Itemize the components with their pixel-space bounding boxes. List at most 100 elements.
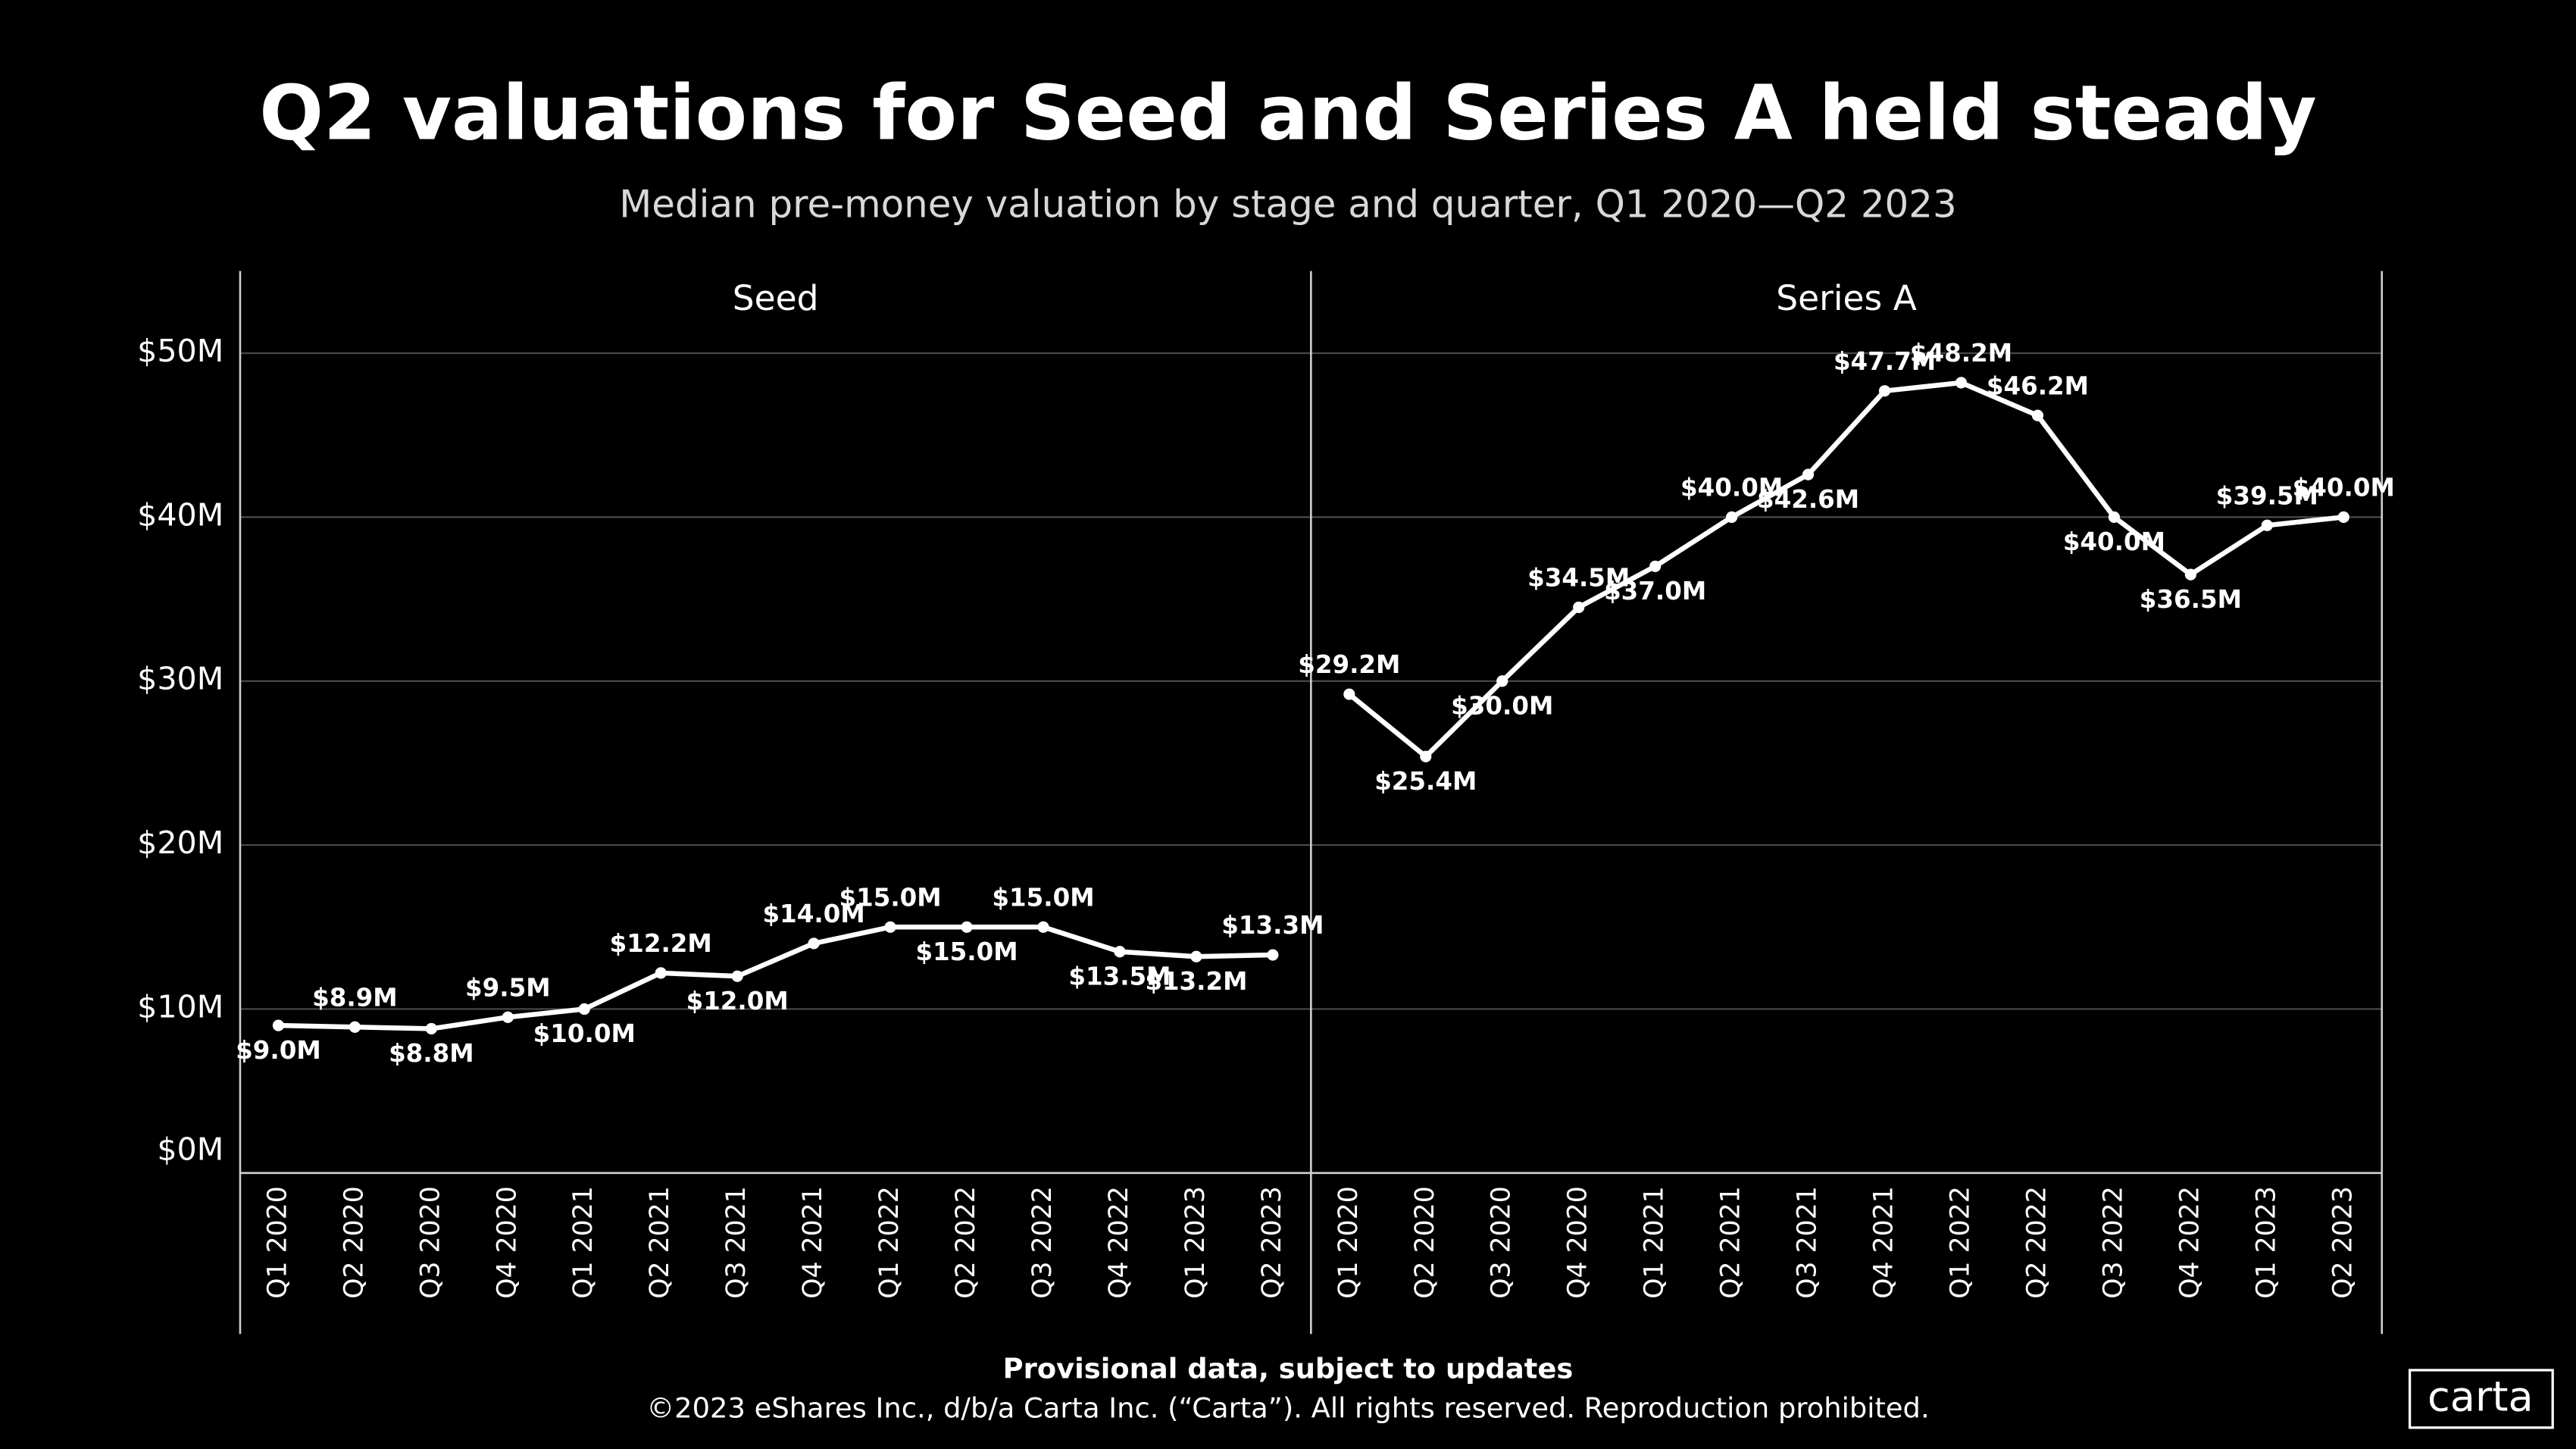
x-tick-label: Q4 2020 (492, 1186, 522, 1299)
data-point (1343, 688, 1355, 700)
data-point (1726, 511, 1738, 523)
data-point (1496, 675, 1508, 687)
y-tick-label: $50M (137, 333, 224, 369)
data-label: $37.0M (1604, 577, 1706, 606)
logo-box (2408, 1369, 2554, 1429)
data-label: $36.5M (2140, 585, 2242, 614)
data-point (1878, 385, 1891, 397)
x-tick-label: Q3 2022 (1027, 1186, 1058, 1299)
data-point (1420, 750, 1432, 762)
x-tick-label: Q1 2021 (568, 1186, 599, 1299)
x-tick-label: Q4 2022 (1104, 1186, 1134, 1299)
data-point (961, 921, 973, 933)
data-label: $39.5M (2216, 481, 2318, 510)
y-tick-label: $30M (137, 661, 224, 697)
data-label: $34.5M (1527, 564, 1630, 593)
series-line (278, 925, 1273, 1031)
data-point (2184, 568, 2196, 581)
data-point (578, 1003, 590, 1016)
data-point (2261, 519, 2273, 531)
footer-copyright: ©2023 eShares Inc., d/b/a Carta Inc. (“C… (646, 1391, 1929, 1424)
x-tick-label: Q2 2022 (2021, 1186, 2052, 1299)
data-label: $15.0M (915, 937, 1018, 966)
data-label: $12.2M (610, 929, 712, 958)
data-point (731, 970, 743, 982)
plot-area: $0M $10M $20M $30M $40M $50M Seed Q1 2020 Q2 202… (137, 271, 2395, 1335)
data-point (2337, 511, 2349, 523)
x-tick-label: Q2 2022 (951, 1186, 981, 1299)
data-label: $48.2M (1910, 339, 2012, 368)
data-label: $12.0M (686, 987, 789, 1016)
x-tick-label: Q1 2022 (874, 1186, 905, 1299)
y-tick-label: $40M (137, 496, 224, 533)
logo: carta (2428, 1373, 2534, 1421)
data-point (1267, 949, 1279, 961)
panel-title: Series A (1776, 278, 1917, 318)
data-point (349, 1021, 361, 1033)
data-point (425, 1022, 437, 1035)
data-label: $15.0M (839, 883, 942, 912)
data-label: $8.9M (312, 983, 398, 1012)
y-tick-label: $10M (137, 988, 224, 1025)
x-tick-label: Q4 2021 (1869, 1186, 1899, 1299)
data-point (1802, 468, 1815, 480)
data-label: $40.0M (2063, 527, 2165, 556)
data-label: $8.8M (389, 1039, 474, 1068)
data-label: $42.6M (1757, 485, 1859, 514)
data-label: $14.0M (763, 900, 865, 928)
data-label: $30.0M (1451, 691, 1553, 720)
x-tick-label: Q1 2023 (1180, 1186, 1211, 1299)
x-tick-label: Q3 2021 (1793, 1186, 1823, 1299)
data-label: $29.2M (1298, 650, 1400, 679)
data-point (1190, 950, 1202, 962)
data-point (2031, 409, 2044, 421)
x-tick-label: Q3 2022 (2098, 1186, 2128, 1299)
x-tick-label: Q1 2020 (1333, 1186, 1364, 1299)
data-point (655, 967, 667, 979)
data-point (808, 937, 820, 950)
x-tick-label: Q2 2023 (1257, 1186, 1287, 1299)
panel-title: Seed (733, 278, 819, 318)
data-label: $10.0M (533, 1019, 636, 1048)
y-tick-label: $0M (157, 1131, 224, 1168)
data-point (1955, 377, 1968, 389)
x-tick-label: Q1 2022 (1945, 1186, 1975, 1299)
x-tick-label: Q2 2021 (1716, 1186, 1746, 1299)
y-tick-label: $20M (137, 825, 224, 861)
data-label: $9.0M (236, 1036, 321, 1065)
footer-note: Provisional data, subject to updates (1003, 1352, 1574, 1385)
chart-title: Q2 valuations for Seed and Series A held… (259, 68, 2317, 157)
x-tick-label: Q1 2023 (2251, 1186, 2281, 1299)
x-tick-label: Q3 2021 (721, 1186, 752, 1299)
data-point (1037, 921, 1049, 933)
x-tick-label: Q2 2023 (2327, 1186, 2358, 1299)
x-tick-label: Q2 2020 (1410, 1186, 1440, 1299)
data-point (1649, 560, 1662, 572)
x-tick-label: Q3 2020 (1487, 1186, 1517, 1299)
x-tick-label: Q2 2020 (339, 1186, 369, 1299)
x-tick-label: Q3 2020 (415, 1186, 445, 1299)
data-point (2108, 511, 2120, 523)
series-line (1347, 380, 2344, 759)
data-label: $46.2M (1987, 371, 2089, 400)
x-tick-label: Q4 2021 (798, 1186, 828, 1299)
data-point (272, 1019, 285, 1031)
x-tick-label: Q1 2020 (262, 1186, 292, 1299)
data-label: $15.0M (992, 883, 1094, 912)
data-label: $40.0M (2293, 474, 2395, 502)
x-tick-label: Q4 2020 (1563, 1186, 1593, 1299)
data-label: $40.0M (1680, 474, 1783, 502)
data-point (884, 921, 896, 933)
data-point (1114, 946, 1126, 958)
data-label: $13.5M (1068, 962, 1171, 991)
data-label: $13.3M (1221, 911, 1324, 940)
data-label: $47.7M (1834, 347, 1936, 376)
data-label: $25.4M (1374, 767, 1477, 796)
x-tick-label: Q1 2021 (1640, 1186, 1670, 1299)
data-label: $9.5M (465, 973, 551, 1002)
data-point (1573, 601, 1585, 613)
chart-subtitle: Median pre-money valuation by stage and … (619, 183, 1956, 227)
